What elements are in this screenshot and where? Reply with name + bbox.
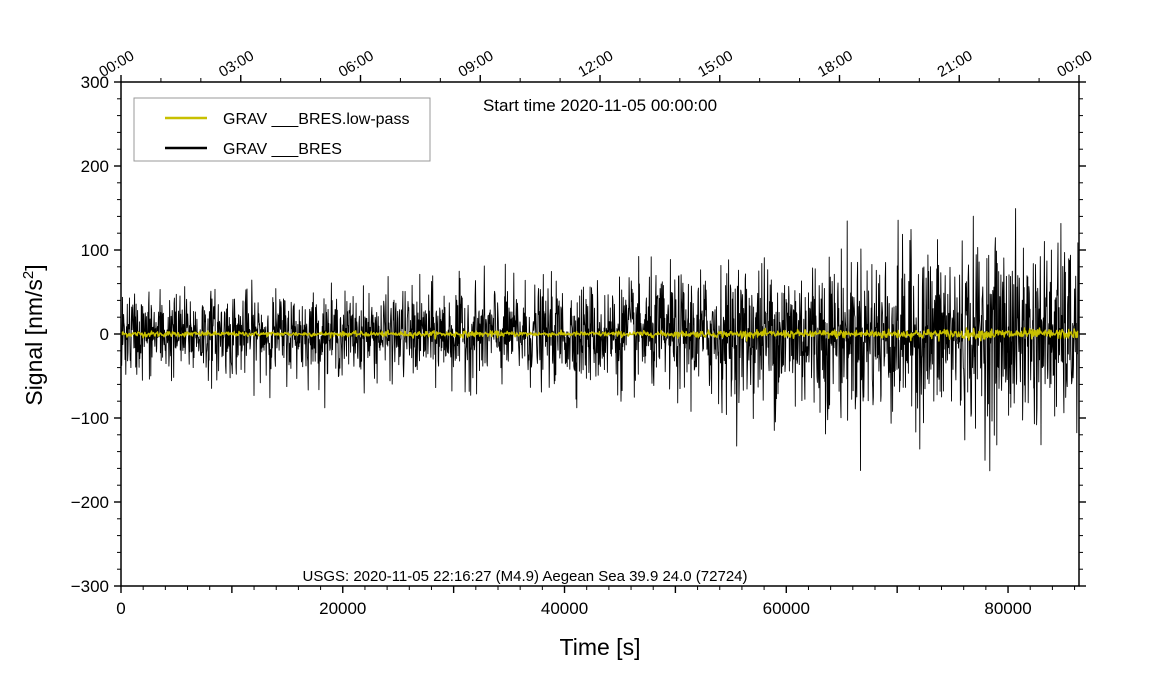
top-tick-label: 00:00 xyxy=(1054,47,1095,80)
top-tick-label: 21:00 xyxy=(934,47,975,80)
y-tick-label: 300 xyxy=(81,73,109,92)
legend: GRAV ___BRES.low-pass GRAV ___BRES xyxy=(133,97,431,162)
top-tick-label: 00:00 xyxy=(96,47,137,80)
y-axis-label-close: ] xyxy=(21,264,47,270)
x-axis-label: Time [s] xyxy=(560,634,641,660)
x-tick-label: 60000 xyxy=(763,599,810,618)
signal-layer xyxy=(120,208,1080,472)
top-tick-label: 15:00 xyxy=(695,47,736,80)
legend-label: GRAV ___BRES.low-pass xyxy=(223,111,409,128)
event-annotation: USGS: 2020-11-05 22:16:27 (M4.9) Aegean … xyxy=(302,568,747,585)
top-tick-label: 09:00 xyxy=(455,47,496,80)
y-tick-label: 200 xyxy=(81,157,109,176)
y-axis-label-main: Signal [nm/s xyxy=(21,279,47,406)
y-tick-label: 100 xyxy=(81,241,109,260)
top-tick-label: 12:00 xyxy=(575,47,616,80)
chart-title: Start time 2020-11-05 00:00:00 xyxy=(483,96,717,115)
top-tick-label: 03:00 xyxy=(216,47,257,80)
series-line-lowpass xyxy=(120,327,1080,342)
y-tick-label: 0 xyxy=(100,325,109,344)
legend-box xyxy=(133,97,431,162)
top-tick-label: 18:00 xyxy=(815,47,856,80)
x-tick-label: 80000 xyxy=(984,599,1031,618)
y-tick-label: −200 xyxy=(71,493,109,512)
series-line-raw xyxy=(120,208,1080,472)
y-tick-label: −100 xyxy=(71,409,109,428)
top-tick-label: 06:00 xyxy=(336,47,377,80)
y-tick-label: −300 xyxy=(71,577,109,596)
y-axis-label: Signal [nm/s2] xyxy=(20,264,47,405)
x-tick-label: 0 xyxy=(116,599,125,618)
legend-label: GRAV ___BRES xyxy=(223,141,342,158)
x-tick-label: 20000 xyxy=(319,599,366,618)
y-axis-label-sup: 2 xyxy=(20,271,37,279)
x-tick-label: 40000 xyxy=(541,599,588,618)
